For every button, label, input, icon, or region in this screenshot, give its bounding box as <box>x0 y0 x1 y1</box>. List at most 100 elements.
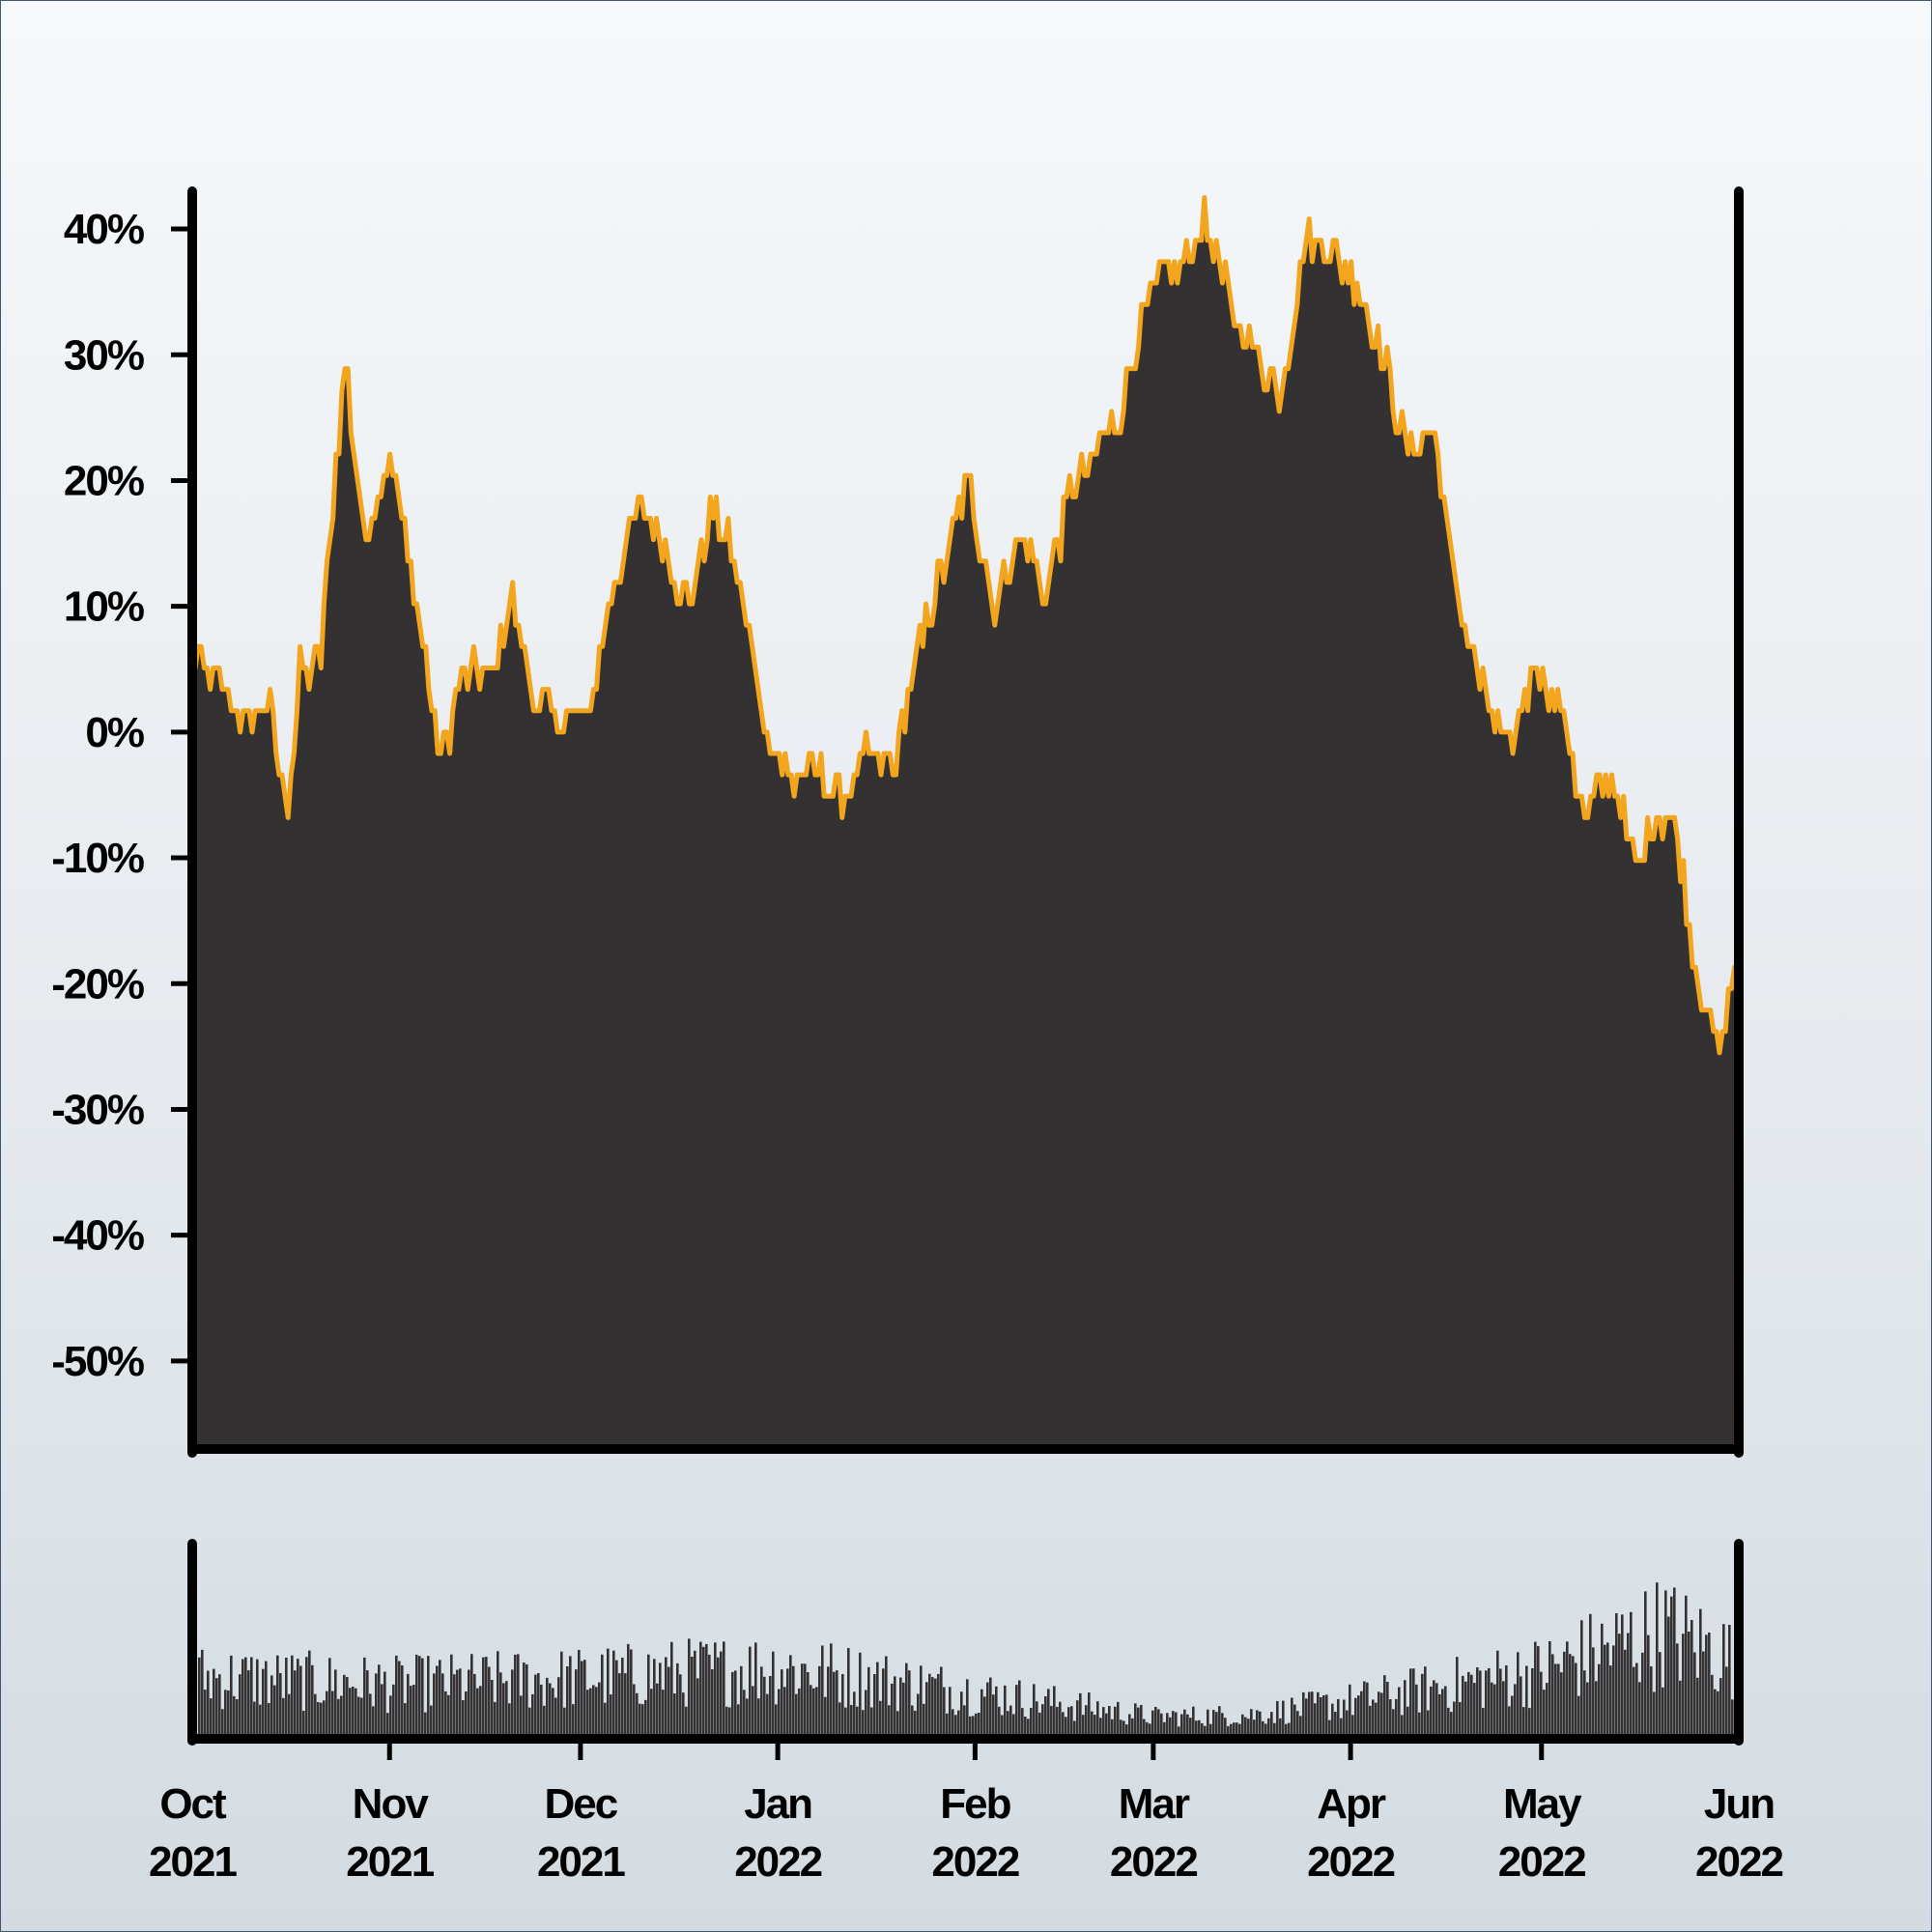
volume-bar <box>1488 1667 1491 1735</box>
returns-line <box>189 195 1738 1056</box>
volume-bar <box>1175 1712 1178 1735</box>
volume-bar <box>862 1710 865 1735</box>
volume-bar <box>699 1641 702 1735</box>
volume-bar <box>491 1680 494 1735</box>
volume-bar <box>1406 1706 1409 1735</box>
volume-bar <box>288 1693 291 1735</box>
volume-bar <box>1340 1718 1343 1735</box>
volume-bar <box>1157 1709 1160 1735</box>
volume-bar <box>1120 1719 1122 1735</box>
y-tick-label: -40% <box>51 1212 144 1260</box>
volume-bar <box>526 1663 528 1735</box>
volume-bar <box>1659 1652 1662 1735</box>
volume-bar <box>1612 1645 1615 1735</box>
volume-bar <box>1424 1666 1427 1735</box>
volume-bar <box>1522 1707 1525 1735</box>
volume-bar <box>1180 1714 1183 1735</box>
volume-bar <box>1059 1701 1062 1735</box>
volume-bar <box>323 1700 326 1735</box>
volume-bar <box>468 1669 470 1735</box>
volume-bar <box>215 1678 218 1735</box>
volume-bar <box>612 1650 615 1735</box>
volume-bar <box>728 1707 731 1735</box>
volume-bar <box>502 1683 505 1735</box>
volume-bar <box>1140 1705 1143 1735</box>
volume-bar <box>1731 1699 1734 1735</box>
volume-bar <box>676 1662 679 1735</box>
volume-bar <box>1065 1717 1067 1735</box>
volume-bar <box>572 1704 575 1735</box>
volume-bar <box>1062 1712 1065 1735</box>
volume-bar <box>1244 1717 1247 1735</box>
volume-bar <box>247 1670 250 1735</box>
volume-bar <box>954 1715 957 1735</box>
volume-bar <box>485 1657 488 1735</box>
volume-bar <box>1259 1711 1262 1735</box>
volume-bar <box>1664 1590 1667 1735</box>
volume-bar <box>1476 1667 1479 1735</box>
volume-bar <box>636 1692 639 1735</box>
volume-bar <box>462 1700 465 1735</box>
volume-bar <box>673 1693 676 1735</box>
volume-bar <box>1525 1665 1528 1735</box>
volume-bar <box>607 1648 610 1735</box>
volume-bar <box>381 1684 384 1735</box>
volume-bar <box>1676 1643 1679 1735</box>
volume-bar <box>1679 1680 1682 1735</box>
volume-bar <box>992 1694 995 1735</box>
volume-bar <box>714 1642 717 1735</box>
volume-bar <box>1464 1681 1467 1735</box>
volume-bar <box>1491 1682 1493 1735</box>
volume-bar <box>1070 1706 1073 1735</box>
volume-bar <box>1053 1686 1056 1735</box>
volume-bar <box>1186 1714 1189 1735</box>
volume-bar <box>749 1646 752 1735</box>
volume-bar <box>366 1670 369 1735</box>
volume-bar <box>696 1678 699 1735</box>
volume-bar <box>870 1707 873 1735</box>
volume-bar <box>1314 1703 1317 1735</box>
volume-bar <box>236 1699 239 1735</box>
volume-bar <box>1647 1634 1650 1735</box>
y-tick-label: -20% <box>51 960 144 1008</box>
x-tick-label-month: Nov <box>353 1780 430 1828</box>
volume-bar <box>1021 1708 1024 1735</box>
volume-bar <box>1467 1671 1470 1735</box>
volume-bar <box>355 1688 357 1735</box>
volume-bar <box>650 1689 653 1735</box>
volume-bar <box>552 1688 554 1735</box>
volume-bar <box>268 1703 270 1735</box>
volume-bar <box>1247 1719 1250 1735</box>
volume-bar <box>1192 1706 1195 1735</box>
volume-bar <box>685 1706 688 1735</box>
volume-bar <box>1586 1682 1589 1735</box>
volume-bar <box>772 1651 775 1735</box>
volume-bar <box>1056 1707 1059 1735</box>
y-tick-label: 30% <box>64 331 144 379</box>
volume-bar <box>1548 1641 1551 1735</box>
volume-bar <box>1143 1719 1146 1735</box>
volume-bar <box>1433 1680 1435 1735</box>
volume-bar <box>986 1682 989 1735</box>
volume-bar <box>908 1670 911 1735</box>
volume-bar <box>1296 1711 1299 1735</box>
volume-bar <box>1172 1711 1175 1735</box>
volume-bar <box>1363 1681 1366 1735</box>
volume-bar <box>479 1686 482 1735</box>
volume-bar <box>482 1657 485 1735</box>
volume-bar <box>1204 1725 1207 1735</box>
volume-bar <box>586 1690 589 1735</box>
volume-bar <box>905 1662 908 1735</box>
volume-bar <box>337 1698 340 1735</box>
y-tick-label: 20% <box>64 457 144 504</box>
volume-bar <box>1383 1675 1386 1735</box>
volume-bar <box>433 1673 436 1735</box>
volume-bar <box>827 1666 830 1735</box>
volume-bar <box>1575 1662 1577 1735</box>
volume-bar <box>604 1702 607 1735</box>
volume-bar <box>847 1648 850 1735</box>
volume-bar <box>1366 1682 1369 1735</box>
volume-bar <box>1302 1691 1305 1735</box>
volume-bar <box>1183 1709 1186 1735</box>
volume-bar <box>1250 1709 1253 1735</box>
